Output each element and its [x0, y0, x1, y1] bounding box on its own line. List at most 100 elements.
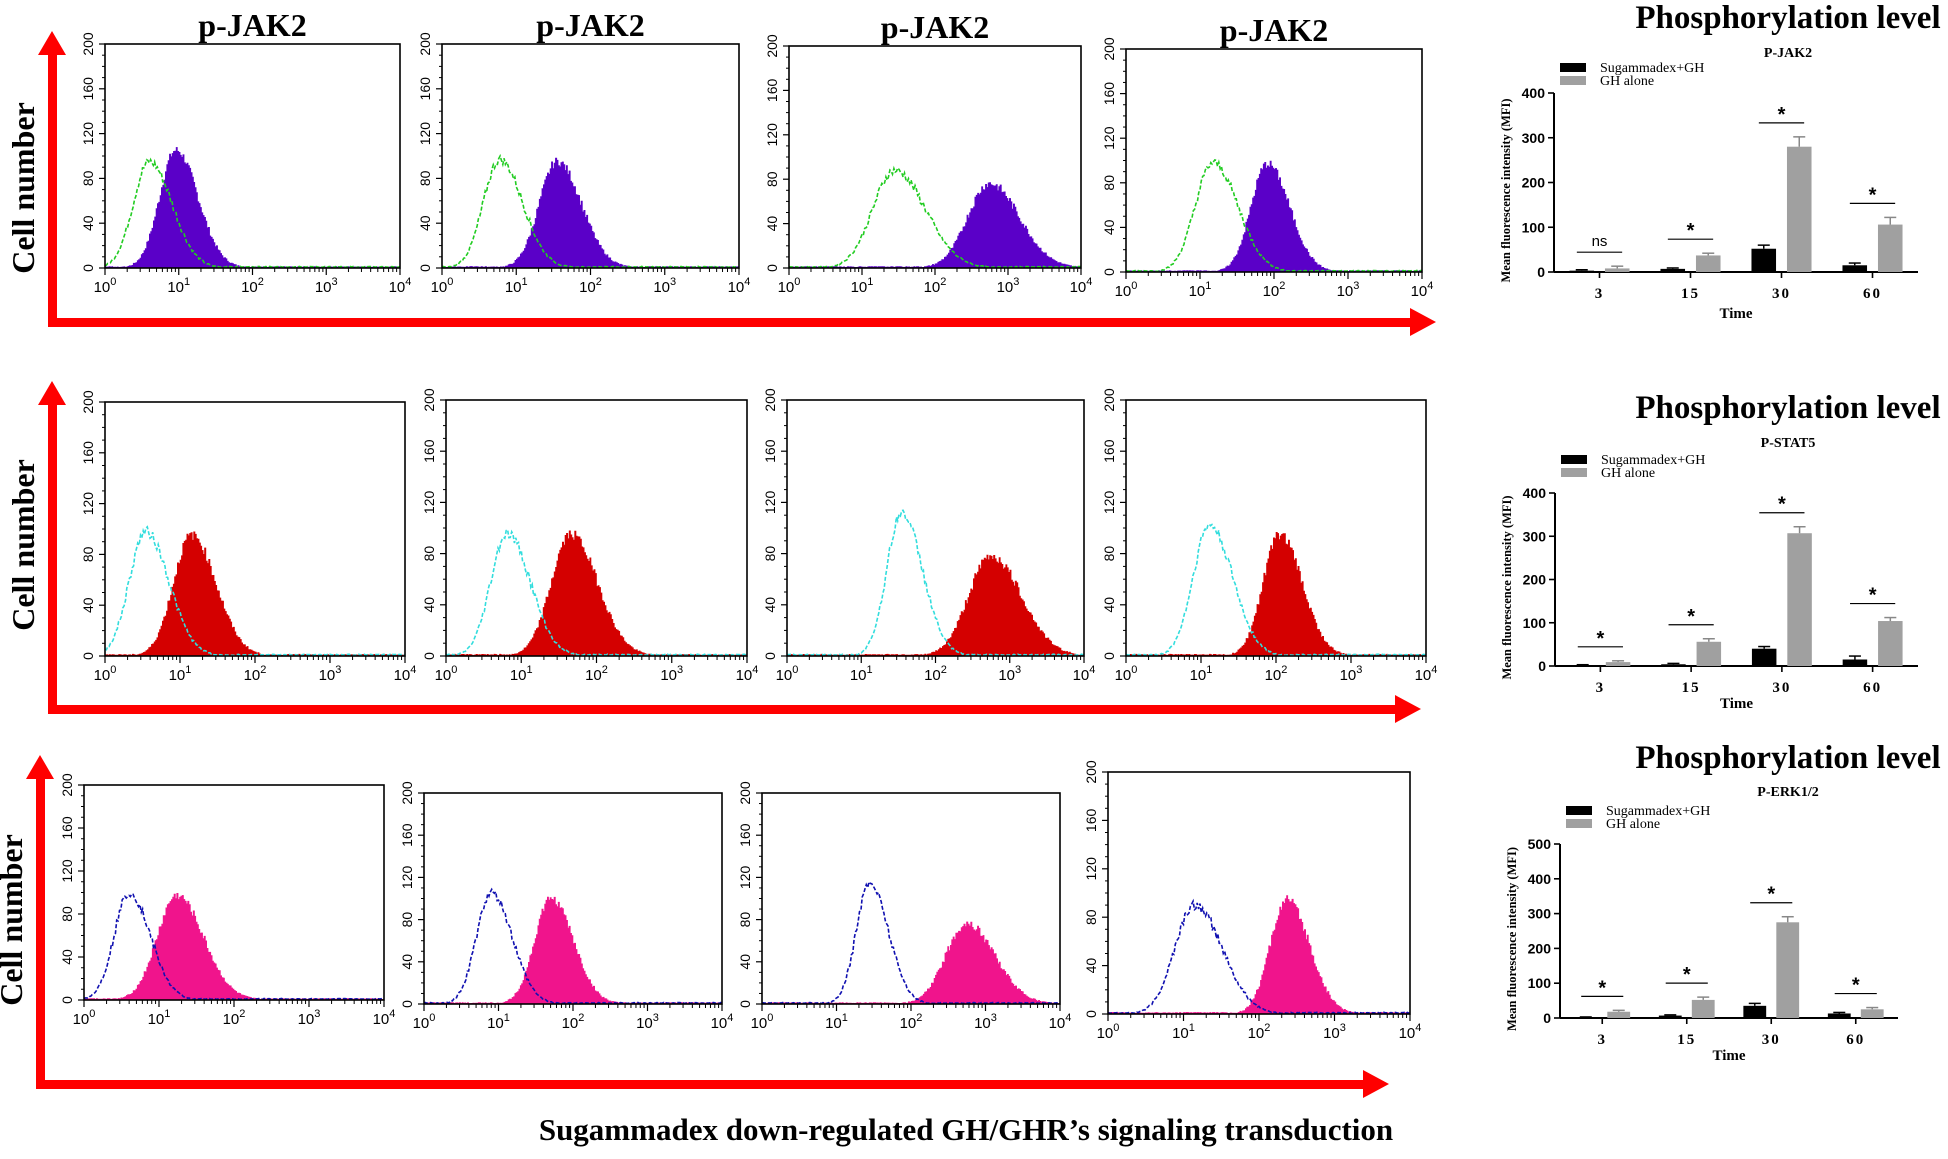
- significance-marker: *: [1767, 884, 1775, 906]
- significance-marker: *: [1778, 104, 1786, 126]
- x-tick-label: 104: [1415, 664, 1438, 684]
- x-tick-label: 102: [241, 276, 264, 296]
- significance-marker: ns: [1592, 233, 1608, 250]
- x-tick-label: 101: [487, 1012, 510, 1032]
- stained-histogram-fill: [761, 921, 1061, 1005]
- y-tick-label: 160: [80, 77, 96, 101]
- bar: [1569, 270, 1595, 272]
- x-tick-label: 104: [394, 664, 417, 684]
- x-tick-label: 101: [1172, 1022, 1195, 1042]
- y-tick-label: 80: [1101, 175, 1117, 191]
- x-tick-label: 103: [653, 276, 676, 296]
- histogram-title: p-JAK2: [536, 7, 644, 43]
- y-tick-label: 0: [80, 264, 96, 272]
- y-tick-label: 80: [399, 912, 415, 928]
- y-tick-label: 100: [1528, 975, 1552, 991]
- y-tick-label: 120: [1101, 126, 1117, 150]
- stained-histogram-fill: [441, 157, 740, 269]
- control-histogram-outline: [1107, 898, 1411, 1015]
- histogram-title: p-JAK2: [1220, 12, 1328, 48]
- y-tick-label: 0: [1538, 658, 1546, 674]
- y-tick-label: 0: [80, 652, 96, 660]
- bar-chart-title: Phosphorylation level: [1635, 740, 1940, 776]
- y-tick-label: 200: [59, 773, 75, 797]
- x-tick-label: 104: [1049, 1012, 1072, 1032]
- x-tick-label: 100: [94, 276, 117, 296]
- y-tick-label: 40: [737, 954, 753, 970]
- y-tick-label: 80: [59, 906, 75, 922]
- x-tick-label: 102: [1265, 664, 1288, 684]
- y-tick-label: 0: [1543, 1010, 1551, 1026]
- x-tick-label: 100: [776, 664, 799, 684]
- plot-frame: [761, 792, 1061, 1005]
- legend-swatch: [1566, 806, 1592, 815]
- y-tick-label: 80: [764, 171, 780, 187]
- x-tick-label: 102: [900, 1012, 923, 1032]
- histogram-row3-panel1: 0 40 80 120 160 200 100 101 102 103 104: [59, 773, 395, 1028]
- bar: [1658, 1015, 1682, 1018]
- stained-histogram-fill: [788, 182, 1082, 269]
- y-tick-label: 160: [737, 823, 753, 847]
- x-tick-label: 30: [1762, 1032, 1781, 1048]
- significance-marker: *: [1687, 606, 1695, 628]
- x-tick-label: 103: [974, 1012, 997, 1032]
- x-tick-label: 104: [711, 1012, 734, 1032]
- bar-chart-subtitle: P-ERK1/2: [1757, 785, 1818, 800]
- bar: [1570, 665, 1595, 666]
- y-tick-label: 200: [80, 390, 96, 414]
- y-axis-label-cell-number: Cell number: [5, 102, 41, 274]
- row-1-axis-arrows: Cell number: [5, 31, 1436, 336]
- y-tick-label: 40: [59, 949, 75, 965]
- x-tick-label: 100: [1115, 664, 1138, 684]
- y-tick-label: 80: [80, 546, 96, 562]
- x-tick-label: 102: [1263, 280, 1286, 300]
- y-axis-label-cell-number: Cell number: [0, 834, 29, 1006]
- significance-marker: *: [1869, 585, 1877, 607]
- control-histogram-outline: [1125, 158, 1422, 273]
- y-tick-label: 0: [737, 1000, 753, 1008]
- x-tick-label: 100: [73, 1008, 96, 1028]
- bar: [1751, 248, 1777, 272]
- x-tick-label: 104: [1073, 664, 1096, 684]
- bar-chart-p-erk1-2: Phosphorylation level P-ERK1/2 Sugammadex+…: [1505, 740, 1941, 1064]
- x-axis-label: Time: [1712, 1048, 1745, 1064]
- y-tick-label: 120: [59, 859, 75, 883]
- significance-marker: *: [1596, 628, 1604, 650]
- y-tick-label: 100: [1522, 219, 1546, 235]
- x-tick-label: 30: [1772, 680, 1791, 696]
- stained-histogram-fill: [1107, 895, 1411, 1015]
- y-tick-label: 400: [1522, 85, 1546, 101]
- y-tick-label: 160: [1101, 439, 1117, 463]
- bar: [1877, 224, 1903, 272]
- y-tick-label: 160: [80, 441, 96, 465]
- x-tick-label: 102: [585, 664, 608, 684]
- stained-histogram-fill: [104, 147, 401, 269]
- bar: [1751, 648, 1777, 666]
- x-tick-label: 101: [851, 276, 874, 296]
- x-axis-label: Time: [1720, 696, 1753, 712]
- legend-swatch: [1560, 63, 1586, 72]
- y-tick-label: 160: [399, 823, 415, 847]
- histogram-row1-panel1: p-JAK2 0 40 80 120 160 200 100 101 102 103 104: [80, 7, 411, 296]
- x-tick-label: 3: [1596, 680, 1606, 696]
- y-tick-label: 40: [421, 597, 437, 613]
- x-tick-label: 101: [169, 664, 192, 684]
- x-tick-label: 100: [1115, 280, 1138, 300]
- vertical-arrow-head: [38, 381, 66, 405]
- y-tick-label: 200: [1528, 940, 1552, 956]
- y-tick-label: 120: [737, 866, 753, 890]
- y-tick-label: 40: [1101, 597, 1117, 613]
- x-tick-label: 104: [1411, 280, 1434, 300]
- plot-frame: [1107, 771, 1411, 1015]
- x-tick-label: 103: [636, 1012, 659, 1032]
- y-tick-label: 500: [1528, 836, 1552, 852]
- y-tick-label: 80: [80, 170, 96, 186]
- y-tick-label: 0: [762, 652, 778, 660]
- y-axis-label: Mean fluorescence intensity (MFI): [1505, 847, 1519, 1031]
- bar: [1660, 268, 1686, 272]
- x-tick-label: 101: [850, 664, 873, 684]
- bar-chart-p-stat5: Phosphorylation level P-STAT5 Sugammadex+G…: [1500, 390, 1941, 712]
- vertical-arrow-head: [38, 31, 66, 55]
- histogram-row2-panel2: 0 40 80 120 160 200 100 101 102 103 104: [421, 388, 758, 684]
